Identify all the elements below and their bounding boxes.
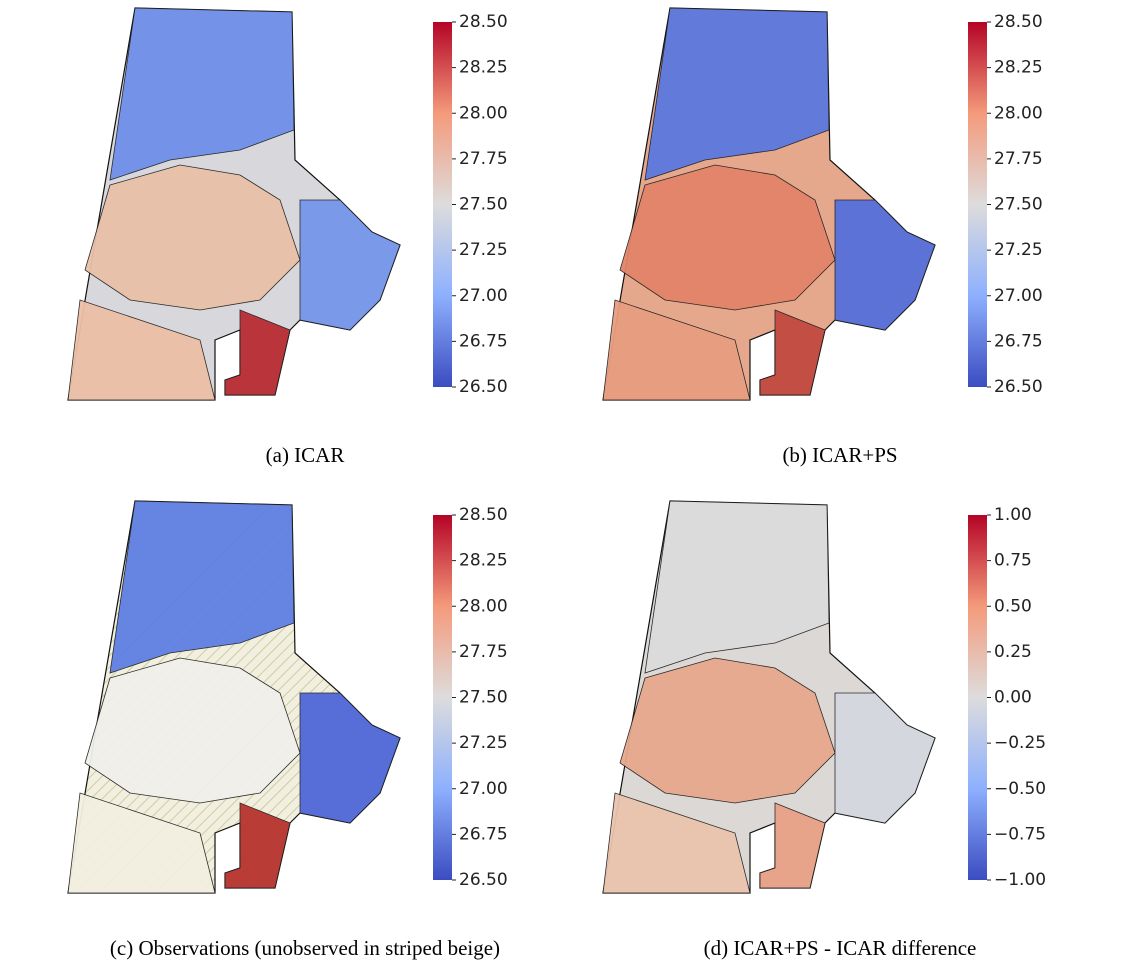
panel: (d) ICAR+PS - ICAR difference −1.00 −0.75 −… bbox=[602, 500, 1046, 960]
colorbar bbox=[433, 22, 452, 387]
map-region bbox=[299, 692, 401, 824]
colorbar-tick-label: 27.75 bbox=[994, 149, 1043, 169]
colorbar-tick-label: 1.00 bbox=[994, 505, 1032, 525]
map-region bbox=[109, 500, 295, 674]
map-region bbox=[67, 299, 216, 401]
colorbar-tick-label: 26.75 bbox=[994, 331, 1043, 351]
colorbar-tick-label: 26.50 bbox=[459, 870, 508, 890]
colorbar-tick-label: 27.00 bbox=[459, 779, 508, 799]
caption: (c) Observations (unobserved in striped … bbox=[110, 936, 500, 960]
panel: (a) ICAR 26.50 26.75 27.00 27.25 27.50 27.75 28… bbox=[67, 7, 508, 467]
colorbar-tick-label: 28.50 bbox=[459, 505, 508, 525]
colorbar-tick-label: 26.50 bbox=[459, 377, 508, 397]
map-region bbox=[224, 802, 291, 889]
colorbar-tick-label: 27.75 bbox=[459, 642, 508, 662]
colorbar-tick-label: 27.00 bbox=[459, 286, 508, 306]
map-region bbox=[759, 309, 826, 396]
map-region bbox=[84, 164, 301, 311]
map-region bbox=[299, 199, 401, 331]
panel: (c) Observations (unobserved in striped … bbox=[67, 500, 508, 960]
map-region bbox=[834, 199, 936, 331]
colorbar bbox=[968, 515, 987, 880]
caption: (b) ICAR+PS bbox=[782, 443, 897, 467]
colorbar-tick-label: 0.50 bbox=[994, 596, 1032, 616]
colorbar bbox=[433, 515, 452, 880]
map-region bbox=[619, 657, 836, 804]
colorbar-tick-label: 28.00 bbox=[459, 103, 508, 123]
colorbar-tick-label: 27.25 bbox=[994, 240, 1043, 260]
caption: (d) ICAR+PS - ICAR difference bbox=[704, 936, 977, 960]
map-region bbox=[84, 657, 301, 804]
colorbar-tick-label: 28.50 bbox=[994, 12, 1043, 32]
colorbar-tick-label: 27.50 bbox=[459, 688, 508, 708]
colorbar-tick-label: 27.50 bbox=[459, 195, 508, 215]
colorbar-tick-label: 27.00 bbox=[994, 286, 1043, 306]
colorbar-tick-label: 0.25 bbox=[994, 642, 1032, 662]
colorbar-tick-label: 26.75 bbox=[459, 824, 508, 844]
map-region bbox=[834, 692, 936, 824]
colorbar-tick-label: 28.50 bbox=[459, 12, 508, 32]
colorbar-tick-label: −0.50 bbox=[994, 779, 1046, 799]
map-region bbox=[759, 802, 826, 889]
colorbar-tick-label: 27.50 bbox=[994, 195, 1043, 215]
colorbar-tick-label: 27.25 bbox=[459, 733, 508, 753]
colorbar-tick-label: 0.00 bbox=[994, 688, 1032, 708]
colorbar-tick-label: 28.25 bbox=[994, 58, 1043, 78]
caption: (a) ICAR bbox=[266, 443, 345, 467]
colorbar-tick-label: −0.25 bbox=[994, 733, 1046, 753]
map-region bbox=[602, 792, 751, 894]
map-region bbox=[619, 164, 836, 311]
colorbar-tick-label: 28.25 bbox=[459, 58, 508, 78]
map-region bbox=[644, 7, 830, 181]
colorbar-tick-label: 27.25 bbox=[459, 240, 508, 260]
colorbar-tick-label: 27.75 bbox=[459, 149, 508, 169]
colorbar bbox=[968, 22, 987, 387]
map-region bbox=[644, 500, 830, 674]
colorbar-tick-label: −0.75 bbox=[994, 824, 1046, 844]
colorbar-tick-label: 26.75 bbox=[459, 331, 508, 351]
colorbar-tick-label: 28.00 bbox=[994, 103, 1043, 123]
colorbar-tick-label: 26.50 bbox=[994, 377, 1043, 397]
colorbar-tick-label: 28.00 bbox=[459, 596, 508, 616]
colorbar-tick-label: −1.00 bbox=[994, 870, 1046, 890]
map-region bbox=[224, 309, 291, 396]
colorbar-tick-label: 28.25 bbox=[459, 551, 508, 571]
colorbar-tick-label: 0.75 bbox=[994, 551, 1032, 571]
map-region bbox=[602, 299, 751, 401]
map-region bbox=[67, 792, 216, 894]
map-region bbox=[109, 7, 295, 181]
panel: (b) ICAR+PS 26.50 26.75 27.00 27.25 27.50 27.7… bbox=[602, 7, 1043, 467]
